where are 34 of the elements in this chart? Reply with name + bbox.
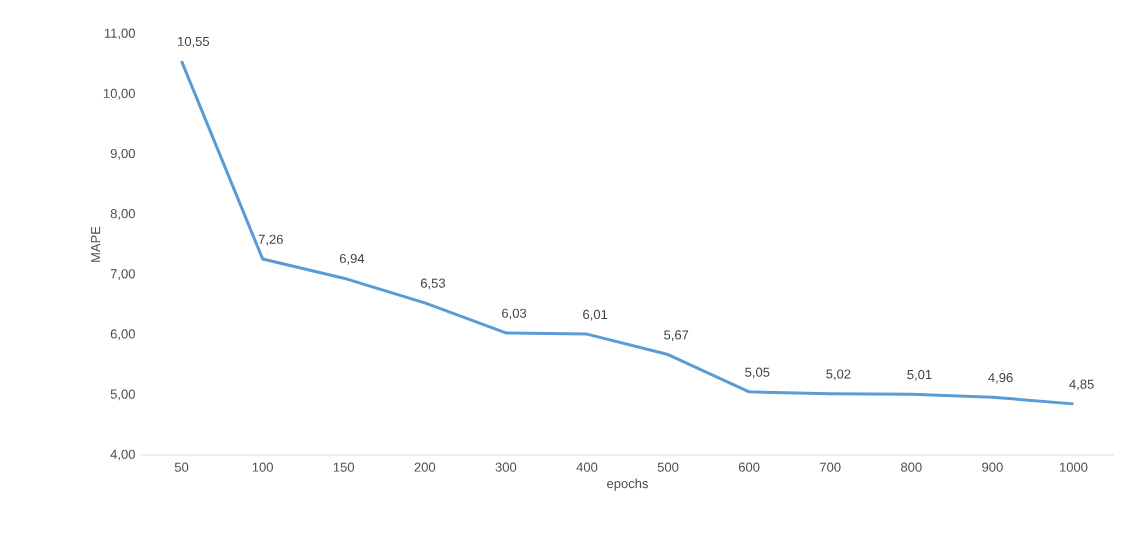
- x-tick-label: 300: [495, 462, 517, 472]
- x-tick-label: 100: [252, 462, 273, 472]
- y-tick-label: 7,00: [110, 269, 135, 280]
- y-tick-label: 9,00: [110, 148, 135, 160]
- data-label: 6,53: [420, 278, 446, 290]
- x-tick-label: 150: [333, 462, 355, 472]
- x-tick-label: 800: [901, 462, 922, 472]
- x-tick-label: 50: [174, 462, 189, 472]
- data-label: 5,01: [907, 369, 932, 381]
- x-tick-label: 400: [576, 462, 598, 472]
- x-tick-label: 200: [414, 462, 436, 472]
- y-tick-label: 4,00: [110, 449, 135, 461]
- x-axis-title: epochs: [607, 478, 648, 491]
- y-axis-title: MAPE: [91, 226, 101, 262]
- data-label: 6,01: [583, 309, 608, 321]
- x-tick-label: 900: [982, 462, 1003, 472]
- y-tick-label: 8,00: [110, 209, 135, 220]
- x-tick-label: 1000: [1060, 462, 1088, 472]
- x-tick-label: 600: [738, 462, 760, 472]
- data-label: 5,05: [745, 367, 770, 379]
- x-tick-label: 700: [820, 462, 841, 472]
- data-label: 4,85: [1069, 379, 1094, 391]
- data-label: 4,96: [988, 372, 1013, 384]
- data-label: 5,02: [826, 369, 851, 381]
- data-label: 7,26: [258, 234, 283, 246]
- data-label: 5,67: [664, 330, 689, 342]
- x-tick-label: 500: [657, 462, 679, 472]
- data-label: 10,55: [178, 36, 210, 48]
- y-tick-label: 11,00: [104, 28, 135, 40]
- y-tick-label: 6,00: [110, 329, 135, 341]
- y-tick-label: 5,00: [110, 389, 135, 401]
- data-label: 6,03: [502, 308, 527, 320]
- y-tick-label: 10,00: [103, 88, 135, 100]
- data-label: 6,94: [339, 253, 365, 265]
